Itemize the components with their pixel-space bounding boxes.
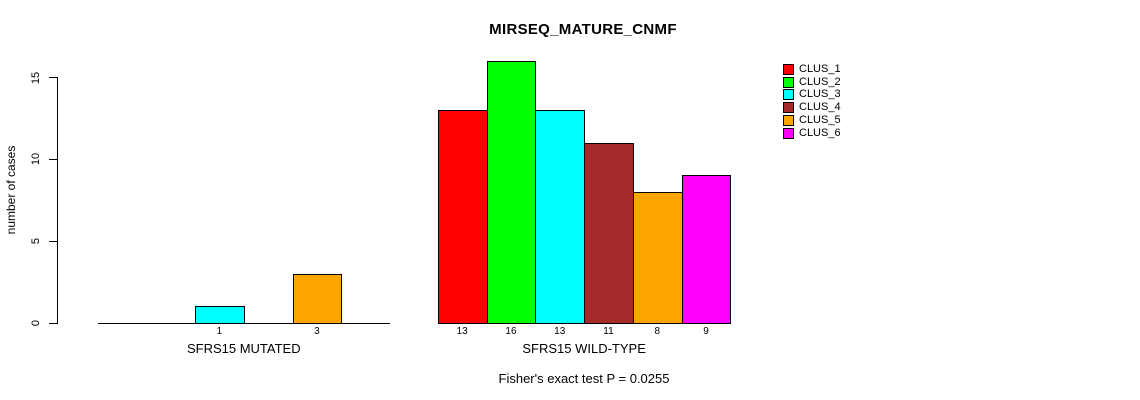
bar-clus_5 [292,273,343,324]
bar-clus_3 [195,306,245,324]
bar-count-label: 11 [603,325,614,337]
bar-clus_1 [437,109,488,324]
bar-count-label: 9 [703,325,709,337]
bar-clus_4 [584,142,634,324]
legend-swatch-clus_1 [783,63,794,75]
legend-label: CLUS_1 [799,62,841,75]
bar-count-label: 16 [505,325,517,337]
legend-swatch-clus_2 [783,76,794,88]
chart-title: MIRSEQ_MATURE_CNMF [489,21,677,38]
y-tick-label: 5 [30,238,42,245]
legend-swatch-clus_4 [783,102,794,114]
legend-item: CLUS_6 [783,127,841,140]
bar-count-label: 13 [456,325,468,337]
x-group-label: SFRS15 MUTATED [186,340,301,356]
bar-count-label: 1 [216,325,223,337]
legend-label: CLUS_2 [799,75,841,88]
bar-clus_2 [486,60,537,324]
legend-label: CLUS_4 [799,101,841,114]
legend-swatch-clus_3 [783,89,794,101]
legend-label: CLUS_3 [799,88,841,101]
bar-count-label: 3 [314,325,320,337]
stat-caption: Fisher's exact test P = 0.0255 [498,371,670,386]
bar-count-label: 13 [554,325,566,337]
bar-count-label: 8 [654,325,661,337]
y-tick-mark [49,322,57,324]
legend: CLUS_1 CLUS_2 CLUS_3 CLUS_4 CLUS_5 CLUS_6 [783,63,841,140]
y-tick-label: 15 [30,71,42,84]
y-tick-label: 10 [30,153,42,166]
legend-item: CLUS_2 [783,76,841,89]
legend-item: CLUS_3 [783,89,841,102]
bar-clus_3 [535,109,586,324]
y-tick-mark [49,240,57,242]
x-group-label: SFRS15 WILD-TYPE [522,340,646,356]
y-tick-mark [49,158,57,160]
y-tick-mark [49,77,57,78]
legend-item: CLUS_4 [783,101,841,114]
legend-item: CLUS_5 [783,114,841,127]
y-axis-label: number of cases [4,145,18,235]
y-axis-line [57,77,58,324]
legend-item: CLUS_1 [783,63,841,76]
legend-swatch-clus_6 [783,127,794,139]
legend-label: CLUS_5 [799,114,841,127]
legend-swatch-clus_5 [783,115,794,127]
bar-clus_6 [681,175,732,324]
y-tick-label: 0 [30,320,42,327]
bar-clus_5 [632,191,683,324]
legend-label: CLUS_6 [799,126,841,139]
